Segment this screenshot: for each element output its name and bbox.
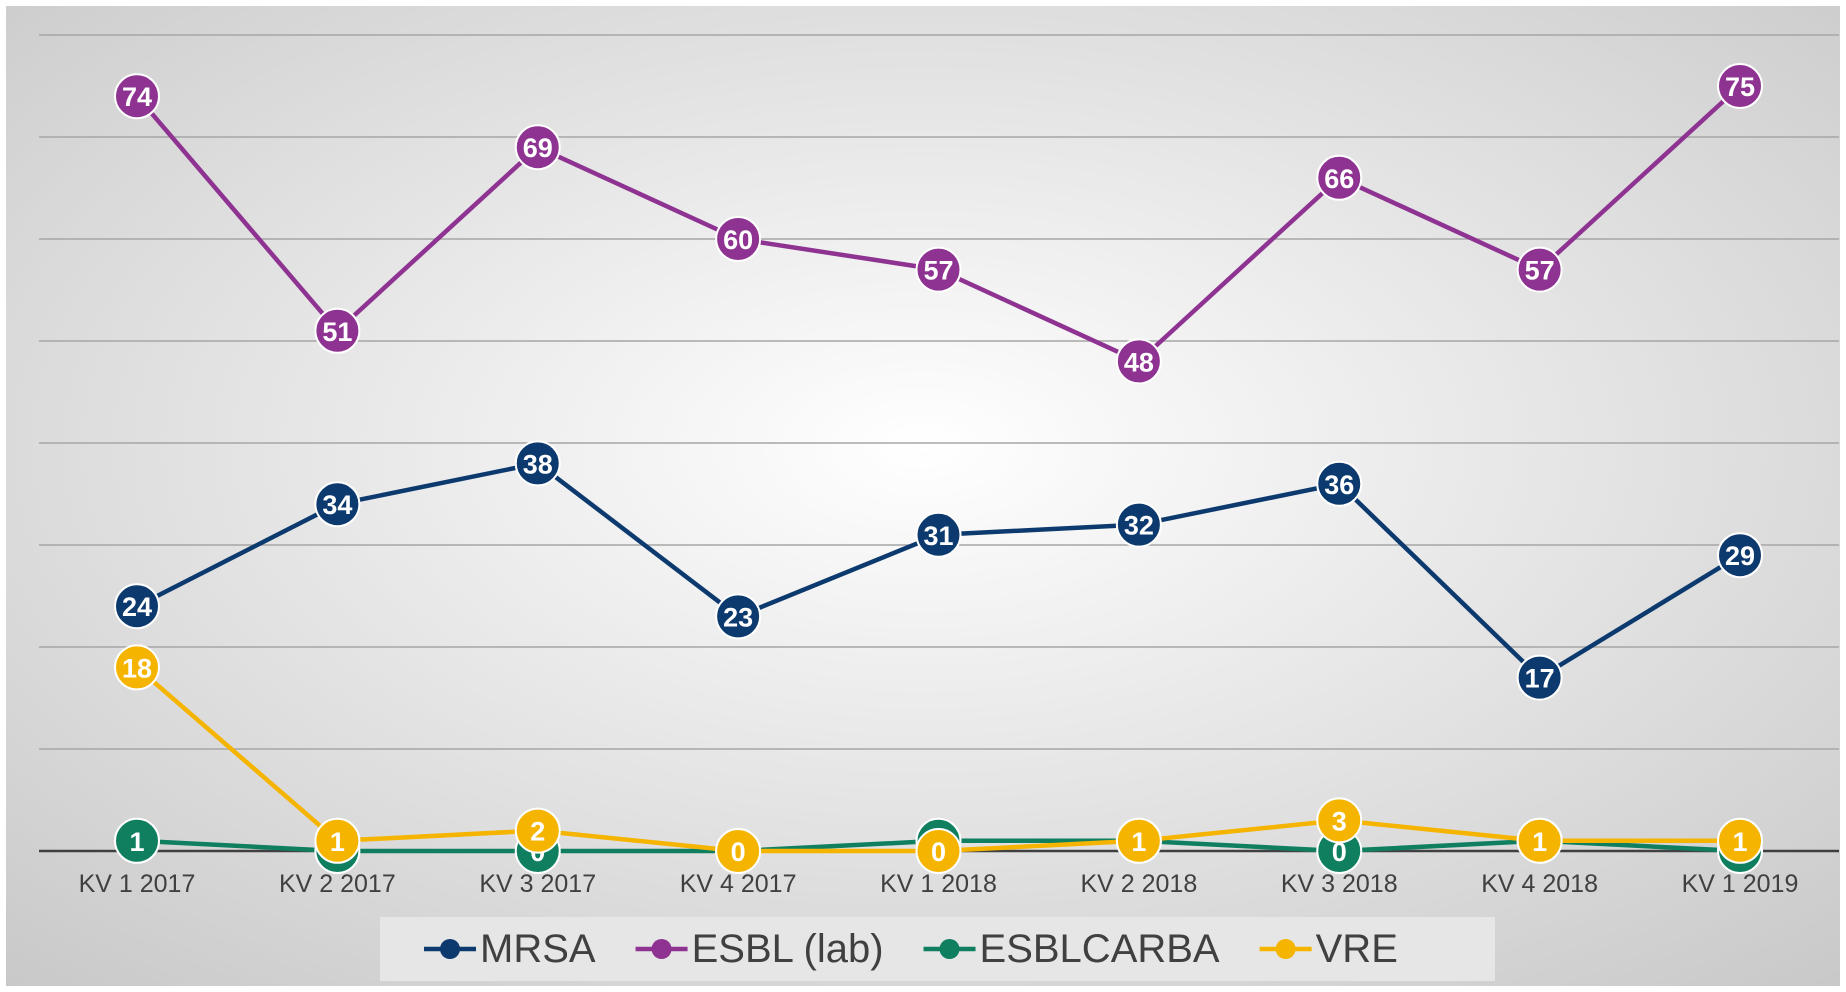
- legend-marker: [440, 939, 460, 959]
- data-label: 57: [1525, 256, 1555, 286]
- data-point: [1115, 817, 1162, 864]
- data-point: [1717, 817, 1763, 864]
- data-point: [114, 644, 160, 691]
- data-label: 1: [129, 827, 144, 857]
- data-label: 51: [322, 317, 352, 347]
- data-point: [314, 481, 361, 528]
- legend-marker: [939, 939, 960, 959]
- data-label: 29: [1725, 541, 1755, 571]
- data-point: [1115, 501, 1162, 548]
- data-point: [114, 73, 160, 120]
- data-label: 1: [1732, 827, 1747, 857]
- x-tick-label: KV 4 2018: [1481, 870, 1598, 898]
- data-point: [514, 440, 561, 487]
- x-tick-label: KV 2 2018: [1080, 870, 1197, 898]
- data-label: 48: [1124, 347, 1154, 377]
- data-point: [1316, 460, 1363, 507]
- data-label: 0: [931, 837, 946, 867]
- data-point: [314, 817, 361, 864]
- data-label: 2: [530, 817, 545, 847]
- data-label: 69: [523, 133, 553, 163]
- data-point: [1717, 532, 1763, 579]
- data-label: 32: [1124, 511, 1154, 541]
- data-point: [1115, 338, 1162, 385]
- data-point: [114, 817, 160, 864]
- legend-marker: [1275, 939, 1296, 959]
- data-point: [314, 307, 361, 354]
- x-tick-label: KV 1 2018: [880, 870, 997, 898]
- data-label: 75: [1725, 72, 1755, 102]
- data-label: 0: [1332, 837, 1347, 867]
- data-label: 1: [330, 827, 345, 857]
- x-tick-label: KV 1 2017: [79, 870, 196, 898]
- data-point: [715, 828, 762, 874]
- legend-label: ESBL (lab): [692, 927, 884, 971]
- data-label: 17: [1525, 664, 1555, 694]
- legend-marker: [651, 939, 672, 959]
- legend-label: ESBLCARBA: [980, 927, 1220, 971]
- x-tick-label: KV 3 2017: [479, 870, 596, 898]
- data-label: 18: [122, 653, 152, 683]
- data-label: 0: [731, 837, 746, 867]
- data-label: 23: [723, 602, 753, 632]
- data-point: [1316, 797, 1363, 844]
- data-label: 3: [1332, 806, 1347, 836]
- data-label: 1: [1532, 827, 1547, 857]
- data-label: 36: [1324, 470, 1354, 500]
- data-point: [1516, 817, 1563, 864]
- x-tick-label: KV 2 2017: [279, 870, 396, 898]
- data-point: [114, 583, 160, 630]
- data-label: 66: [1324, 164, 1354, 194]
- data-point: [715, 593, 762, 640]
- data-point: [1516, 246, 1563, 293]
- data-label: 24: [122, 592, 152, 622]
- data-point: [915, 511, 962, 558]
- data-label: 34: [322, 490, 352, 520]
- data-label: 60: [723, 225, 753, 255]
- data-label: 1: [1131, 827, 1146, 857]
- legend-label: VRE: [1316, 927, 1398, 971]
- data-point: [514, 807, 561, 854]
- legend-label: MRSA: [480, 927, 596, 971]
- data-label: 57: [923, 256, 953, 286]
- data-label: 74: [122, 82, 152, 112]
- data-point: [1717, 63, 1763, 109]
- data-point: [1516, 654, 1563, 701]
- data-point: [715, 216, 762, 262]
- x-tick-label: KV 4 2017: [680, 870, 797, 898]
- data-point: [514, 124, 561, 171]
- data-label: 38: [523, 449, 553, 479]
- data-point: [915, 828, 962, 874]
- data-label: 31: [923, 521, 953, 551]
- x-tick-label: KV 1 2019: [1682, 870, 1799, 898]
- data-point: [1316, 154, 1363, 201]
- x-tick-label: KV 3 2018: [1281, 870, 1398, 898]
- data-point: [915, 246, 962, 293]
